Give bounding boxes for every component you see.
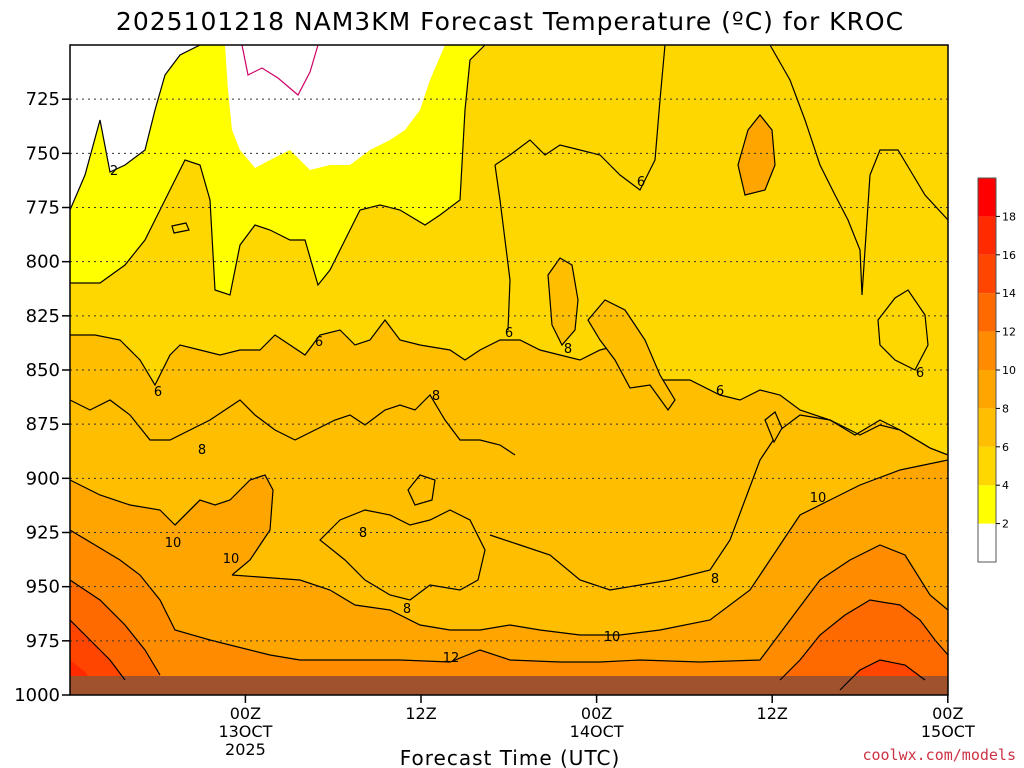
contour-label: 8 [711, 572, 719, 587]
contour-16-right [839, 659, 926, 691]
x-tick-label: 00Z [932, 704, 963, 723]
contour-label: 10 [604, 630, 621, 645]
contour-8-right [489, 414, 948, 591]
contour-10 [70, 479, 201, 526]
contour-island-3 [737, 114, 776, 196]
colorbar-tick-label: 6 [1002, 441, 1009, 454]
contour-lines [70, 45, 948, 691]
contour-label: 8 [198, 443, 206, 458]
colorbar-swatch [978, 370, 996, 409]
y-axis: 725 750 775 800 825 850 875 900 925 950 975 1000 [14, 89, 70, 706]
contour-6-mid [494, 164, 511, 331]
colorbar-swatch [978, 254, 996, 294]
contour-4 [70, 45, 486, 296]
contour-8 [70, 394, 516, 456]
contour-10-lower [231, 459, 948, 636]
contour-label: 8 [564, 342, 572, 357]
colorbar-swatch [978, 446, 996, 486]
colorbar-tick-label: 16 [1002, 249, 1016, 262]
contour-label: 10 [223, 552, 240, 567]
y-tick-label: 800 [26, 252, 60, 273]
colorbar-swatch [978, 331, 996, 370]
contour-14-left [70, 579, 161, 676]
colorbar-tick-label: 8 [1002, 402, 1009, 415]
colorbar-swatch [978, 293, 996, 332]
colorbar-tick-label: 10 [1002, 364, 1016, 377]
colorbar: 2 4 6 8 10 12 14 16 18 [977, 177, 1016, 563]
colorbar-tick-label: 4 [1002, 479, 1009, 492]
contour-island-2 [587, 299, 676, 412]
x-tick-label: 2025 [225, 740, 266, 759]
band-below-2-upper [225, 45, 445, 170]
contour-island-5 [407, 474, 436, 506]
colorbar-swatch [978, 216, 996, 255]
credit-text: coolwx.com/models [862, 746, 1016, 764]
contour-label: 6 [154, 385, 162, 400]
colorbar-swatch [978, 485, 996, 524]
contour-island-7 [171, 222, 190, 234]
y-tick-label: 925 [26, 523, 60, 544]
colorbar-swatch [978, 523, 996, 562]
contour-island-6 [764, 411, 783, 444]
contour-label: 8 [359, 526, 367, 541]
contour-14-right [779, 599, 948, 681]
contour-12 [70, 529, 948, 663]
pressure-grid [70, 98, 948, 642]
surface-strip [70, 676, 948, 695]
y-tick-label: 875 [26, 414, 60, 435]
colorbar-tick-label: 2 [1002, 518, 1009, 531]
contour-6 [70, 319, 948, 456]
contour-label: 8 [432, 389, 440, 404]
y-tick-label: 775 [26, 198, 60, 219]
y-tick-label: 825 [26, 306, 60, 327]
x-tick-label: 00Z [581, 704, 612, 723]
x-tick-label: 00Z [230, 704, 261, 723]
contour-zero [241, 45, 319, 96]
contour-island-4 [877, 289, 929, 371]
x-tick-label: 14OCT [570, 722, 624, 741]
contour-label: 10 [810, 491, 827, 506]
colorbar-tick-label: 12 [1002, 326, 1016, 339]
x-tick-label: 12Z [405, 704, 436, 723]
band-above-10 [70, 460, 948, 695]
colorbar-swatch [978, 408, 996, 447]
contour-label: 6 [637, 175, 645, 190]
contour-2-left [70, 45, 201, 211]
contour-label: 8 [403, 602, 411, 617]
colorbar-tick-label: 18 [1002, 210, 1016, 223]
x-tick-label: 12Z [757, 704, 788, 723]
contour-labels: 2 6 6 6 6 6 6 8 8 8 8 8 8 10 10 10 10 12 [110, 164, 924, 666]
contour-label: 6 [315, 335, 323, 350]
contour-island-1 [547, 257, 579, 347]
y-tick-label: 850 [26, 360, 60, 381]
band-below-2 [70, 45, 200, 210]
y-tick-label: 900 [26, 468, 60, 489]
contour-label: 10 [165, 536, 182, 551]
contour-label: 6 [505, 326, 513, 341]
x-axis-label: Forecast Time (UTC) [400, 746, 621, 768]
chart-title: 2025101218 NAM3KM Forecast Temperature (… [116, 7, 904, 36]
colorbar-tick-label: 14 [1002, 287, 1016, 300]
y-tick-label: 950 [26, 577, 60, 598]
contour-label: 12 [443, 651, 460, 666]
x-tick-label: 15OCT [921, 722, 975, 741]
x-tick-label: 13OCT [218, 722, 272, 741]
contour-label: 2 [110, 164, 118, 179]
colorbar-swatch [978, 178, 996, 217]
y-tick-label: 975 [26, 631, 60, 652]
contour-label: 6 [916, 366, 924, 381]
y-tick-label: 725 [26, 89, 60, 110]
contour-6-right [769, 45, 948, 296]
y-tick-label: 1000 [14, 685, 60, 706]
contour-16-left [70, 619, 126, 681]
contour-8-loop [319, 509, 486, 601]
contour-6-upper [494, 45, 666, 191]
contour-label: 6 [716, 384, 724, 399]
y-tick-label: 750 [26, 143, 60, 164]
